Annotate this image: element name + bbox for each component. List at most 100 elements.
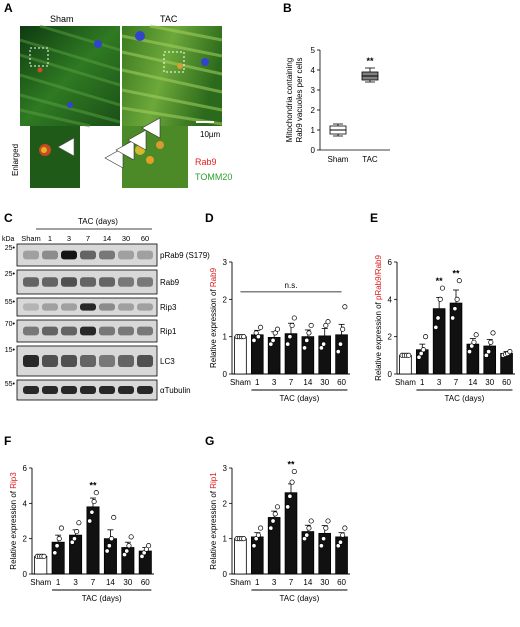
data-point: [423, 334, 429, 340]
chart-d: 0 1 2 3 Sham 1 3 7 14 30 60 TAC (days) n.s. Relative …: [209, 258, 350, 403]
bar: [399, 354, 412, 375]
data-point: [141, 550, 147, 556]
blot-band: [23, 355, 39, 367]
ytick-label: 2: [388, 333, 393, 342]
data-point: [306, 525, 312, 531]
data-point: [258, 324, 264, 330]
data-point: [91, 499, 97, 505]
xtick-label: Sham: [230, 578, 251, 587]
b-ytick-label: 2: [311, 106, 316, 115]
blot-protein-label: Rip3: [160, 303, 177, 312]
b-ylabel-line: Rab9 vacuoles per cells: [295, 58, 304, 143]
ylabel-target: Rab9: [209, 267, 218, 287]
xtick-label: 14: [468, 378, 477, 387]
data-point: [304, 337, 310, 343]
bar: [234, 336, 247, 375]
panel-a: Sham TAC 10µm: [11, 14, 232, 188]
ytick-label: 0: [388, 370, 393, 379]
bar: [335, 334, 348, 375]
data-point: [52, 550, 58, 556]
sham-micrograph: [19, 24, 121, 128]
blot-band: [23, 303, 39, 311]
data-point: [420, 347, 426, 353]
data-point: [439, 285, 445, 291]
enlarged-label: Enlarged: [11, 144, 20, 176]
b-ytick-label: 4: [311, 66, 316, 75]
data-point: [302, 345, 308, 351]
blot-band: [118, 277, 134, 287]
data-point: [483, 352, 489, 358]
data-point: [253, 536, 259, 542]
bar: [34, 555, 48, 575]
xtick-label: 30: [320, 578, 329, 587]
blot-band: [42, 386, 58, 394]
ytick-label: 2: [223, 295, 228, 304]
xtick-label: 3: [437, 378, 442, 387]
data-point: [69, 539, 75, 545]
xlabel: TAC (days): [82, 594, 122, 603]
data-point: [473, 332, 479, 338]
data-point: [308, 518, 314, 524]
ylabel-prefix: Relative expression of: [374, 300, 383, 381]
data-point: [287, 334, 293, 340]
data-point: [76, 520, 82, 526]
blot-band: [118, 250, 134, 260]
blot-band: [137, 386, 153, 394]
data-point: [342, 525, 348, 531]
b-ylabel-line: Mitochondria containing: [285, 58, 294, 143]
data-point: [318, 345, 324, 351]
ylabel: Relative expression of Rip3: [9, 472, 18, 570]
data-point: [251, 337, 257, 343]
xtick-label: 1: [420, 378, 425, 387]
data-point: [126, 543, 132, 549]
ytick-label: 3: [223, 464, 228, 473]
ytick-label: 6: [23, 464, 28, 473]
data-point: [291, 315, 297, 321]
b-ytick-label: 1: [311, 126, 316, 135]
data-point: [251, 543, 257, 549]
data-point: [41, 553, 47, 559]
data-point: [289, 479, 295, 485]
panel-label-a: A: [4, 1, 13, 15]
data-point: [342, 304, 348, 310]
blot-band: [137, 303, 153, 311]
panel-label-f: F: [4, 434, 11, 448]
blot-lane-label: 7: [86, 234, 90, 243]
blot-band: [118, 386, 134, 394]
data-point: [323, 525, 329, 531]
data-point: [435, 315, 441, 321]
data-point: [56, 536, 62, 542]
blot-band: [99, 303, 115, 311]
blot-protein-label: αTubulin: [160, 386, 191, 395]
blot-band: [23, 277, 39, 287]
blot-band: [99, 355, 115, 367]
xtick-label: 1: [255, 378, 260, 387]
data-point: [416, 354, 422, 360]
ytick-label: 1: [223, 535, 228, 544]
blot-band: [80, 277, 96, 287]
ylabel-prefix: Relative expression of: [209, 287, 218, 368]
blot-lane-label: 30: [122, 234, 130, 243]
data-point: [321, 536, 327, 542]
data-point: [486, 349, 492, 355]
blot-band: [80, 326, 96, 336]
blot-marker-label: 25•: [5, 271, 16, 278]
xtick-label: 7: [454, 378, 459, 387]
ytick-label: 0: [223, 570, 228, 579]
ytick-label: 2: [23, 535, 28, 544]
bar: [449, 302, 463, 375]
data-point: [268, 525, 274, 531]
data-point: [337, 341, 344, 347]
data-point: [418, 350, 424, 357]
blot-marker-label: 25•: [5, 245, 16, 252]
significance-label: **: [452, 269, 460, 279]
ylabel-target: pRab9/Rab9: [374, 255, 383, 300]
data-point: [323, 322, 329, 329]
xtick-label: Sham: [395, 378, 416, 387]
panel-label-c: C: [4, 211, 13, 225]
legend-tomm20: TOMM20: [195, 172, 232, 182]
blot-band: [42, 355, 58, 367]
sham-enlarged-inset: [30, 126, 80, 188]
ytick-label: 1: [223, 333, 228, 342]
xtick-label: 1: [255, 578, 260, 587]
